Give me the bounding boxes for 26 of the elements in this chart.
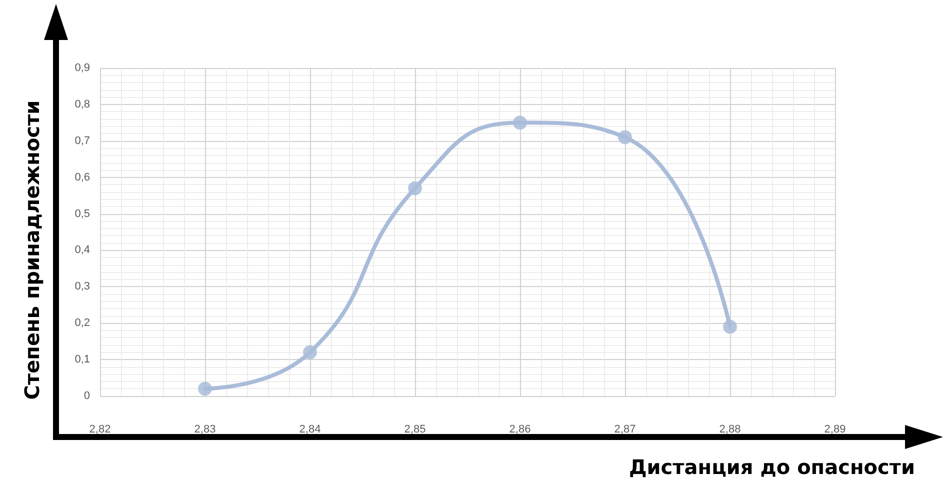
y-tick-label: 0,1	[74, 354, 90, 366]
y-axis-title: Степень принадлежности	[20, 100, 44, 400]
y-tick-label: 0,6	[74, 171, 90, 184]
point	[723, 320, 737, 334]
point	[618, 130, 632, 144]
x-tick-label: 2,88	[719, 424, 741, 436]
y-tick-label: 0	[84, 390, 90, 402]
x-tick-label: 2,83	[194, 424, 216, 436]
x-tick-label: 2,87	[614, 424, 636, 436]
y-tick-label: 0,9	[74, 62, 90, 74]
y-tick-label: 0,4	[74, 244, 90, 256]
x-tick-label: 2,84	[299, 424, 321, 436]
x-tick-label: 2,86	[509, 424, 531, 436]
y-tick-label: 0,5	[74, 208, 90, 220]
x-tick-label: 2,89	[824, 424, 846, 436]
point	[198, 382, 212, 396]
point	[408, 181, 422, 196]
x-tick-label: 2,85	[404, 424, 426, 436]
y-tick-label: 0,2	[74, 317, 90, 330]
x-tick-label: 2,82	[89, 424, 111, 436]
y-tick-label: 0,8	[74, 98, 90, 110]
y-tick-label: 0,3	[74, 280, 90, 293]
y-tick-label: 0,7	[74, 134, 90, 147]
x-axis-title: Дистанция до опасности	[628, 455, 915, 479]
point	[513, 116, 527, 130]
point	[303, 345, 317, 360]
